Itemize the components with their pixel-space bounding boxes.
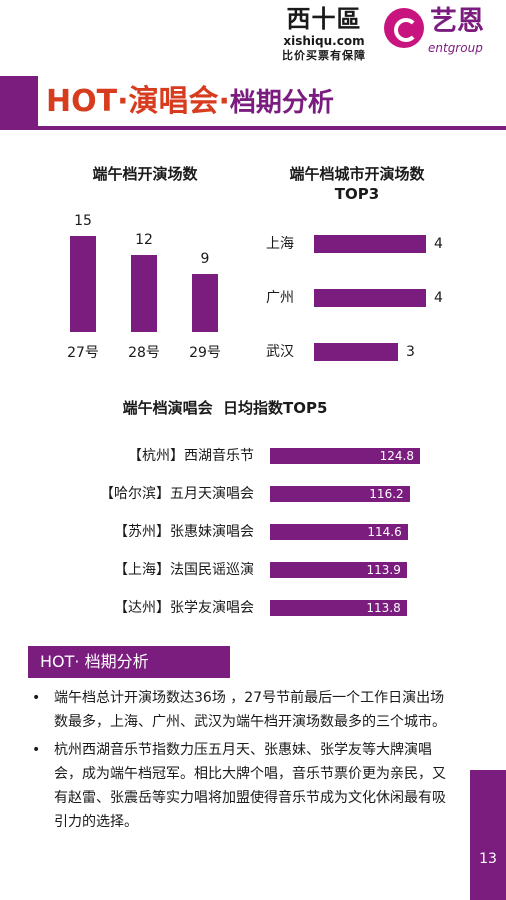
chart1-category-label: 29号 (189, 345, 221, 361)
chart3-value-label: 114.6 (367, 525, 402, 539)
title-accent-bar (0, 76, 38, 130)
analysis-bullet-text-1: 端午档总计开演场数达36场 ，27号节前最后一个工作日演出场数最多，上海、广州、… (54, 690, 446, 730)
chart2-title: 端午档城市开演场数 TOP3 (262, 164, 452, 204)
analysis-heading: HOT· 档期分析 (28, 646, 230, 678)
chart3-category-label: 【达州】张学友演唱会 (114, 600, 254, 616)
chart3-bar (270, 600, 407, 616)
chart3-value-label: 113.8 (366, 601, 401, 615)
bullet-dot-icon: • (32, 742, 41, 758)
chart2-bar (314, 289, 426, 307)
analysis-bullets: • 端午档总计开演场数达36场 ，27号节前最后一个工作日演出场数最多，上海、广… (28, 686, 456, 838)
chart1-value-label: 9 (200, 251, 210, 268)
page-title-sub: 档期分析 (229, 88, 334, 118)
page-title: HOT·演唱会·档期分析 (46, 80, 334, 125)
chart3-category-label: 【苏州】张惠妹演唱会 (114, 524, 254, 540)
chart2-category-label: 广州 (266, 290, 294, 306)
page-number: 13 (479, 851, 497, 867)
chart1-bar (131, 255, 157, 332)
chart3-bar (270, 486, 410, 502)
page-number-bar (470, 770, 506, 900)
chart1-value-label: 12 (135, 232, 153, 249)
chart2-category-label: 上海 (266, 236, 294, 252)
chart1-bar (192, 274, 218, 332)
chart1-value-label: 15 (74, 213, 92, 229)
xishiqu-logo-url: xishiqu.com (283, 34, 365, 48)
chart1-bar (70, 236, 96, 332)
entgroup-e-icon (384, 8, 424, 48)
chart2-bar (314, 235, 426, 253)
chart3-value-label: 113.9 (366, 563, 401, 577)
bullet-dot-icon: • (32, 690, 41, 706)
chart2-bar (314, 343, 398, 361)
analysis-bullet-1: • 端午档总计开演场数达36场 ，27号节前最后一个工作日演出场数最多，上海、广… (28, 686, 456, 734)
chart1-category-label: 28号 (128, 345, 160, 361)
chart3-category-label: 【杭州】西湖音乐节 (128, 448, 254, 464)
chart3-title: 端午档演唱会 日均指数TOP5 (122, 399, 328, 417)
chart2-title-line2: TOP3 (334, 185, 380, 203)
entgroup-logo: 艺恩 entgroup (384, 6, 502, 60)
xishiqu-logo-slogan: 比价买票有保障 (282, 49, 366, 62)
analysis-bullet-text-2: 杭州西湖音乐节指数力压五月天、张惠妹、张学友等大牌演唱会，成为端午档冠军。相比大… (54, 742, 446, 830)
chart2-title-line1: 端午档城市开演场数 (289, 165, 425, 183)
xishiqu-logo-name: 西十區 (286, 4, 362, 33)
analysis-bullet-2: • 杭州西湖音乐节指数力压五月天、张惠妹、张学友等大牌演唱会，成为端午档冠军。相… (28, 738, 456, 834)
chart3-category-label: 【哈尔滨】五月天演唱会 (100, 486, 254, 502)
chart1-category-label: 27号 (67, 345, 99, 361)
page-title-main: HOT·演唱会· (46, 84, 230, 119)
chart3-bar (270, 448, 420, 464)
chart2-value-label: 4 (434, 236, 443, 252)
chart3-category-label: 【上海】法国民谣巡演 (114, 562, 254, 578)
chart2-value-label: 4 (434, 290, 443, 306)
entgroup-logo-sub: entgroup (428, 41, 483, 55)
chart3-bar (270, 524, 408, 540)
chart3-value-label: 116.2 (369, 487, 404, 501)
entgroup-logo-name: 艺恩 (430, 6, 484, 37)
chart3-value-label: 124.8 (379, 449, 414, 463)
xishiqu-logo: 西十區 xishiqu.com 比价买票有保障 (268, 4, 380, 64)
chart1-title: 端午档开演场数 (92, 165, 198, 183)
chart2-value-label: 3 (406, 344, 415, 360)
chart3-bar (270, 562, 407, 578)
title-underline (38, 126, 506, 130)
chart2-category-label: 武汉 (266, 344, 294, 360)
